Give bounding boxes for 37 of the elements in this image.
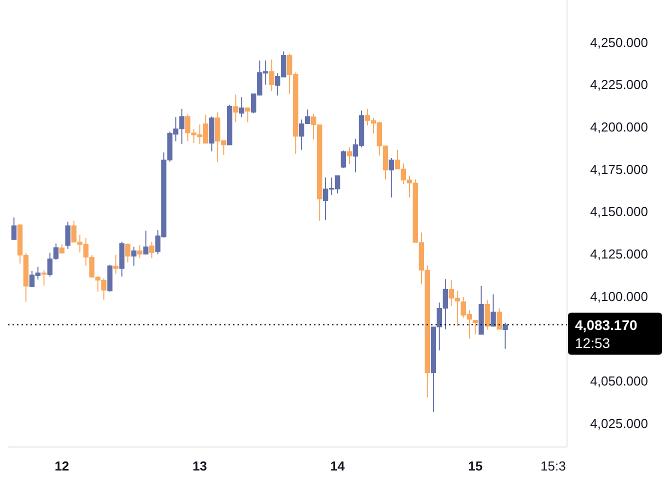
- candlestick: [143, 230, 148, 255]
- candlestick: [131, 246, 136, 266]
- y-tick-label: 4,025.000: [590, 416, 648, 431]
- candlestick: [484, 300, 490, 330]
- candlestick: [239, 96, 244, 118]
- candlestick: [472, 320, 478, 335]
- x-tick-label: 15: [468, 458, 483, 474]
- candlestick: [269, 58, 274, 92]
- x-tick-label: 15:3: [540, 458, 566, 474]
- y-tick-label: 4,200.000: [590, 119, 648, 134]
- y-tick-label: 4,125.000: [590, 246, 648, 262]
- candlestick: [41, 270, 47, 286]
- y-tick-label: 4,100.000: [590, 288, 648, 304]
- candlestick: [502, 322, 508, 350]
- candlestick: [11, 216, 17, 240]
- y-tick-label: 4,150.000: [590, 204, 648, 220]
- candlestick: [113, 254, 118, 274]
- candlestick: [490, 294, 496, 327]
- y-tick-label: 4,250.000: [590, 34, 648, 50]
- text: 12:53: [575, 334, 610, 351]
- candlestick: [137, 244, 142, 259]
- candlestick: [496, 308, 502, 330]
- ref-line-label: 4,083.170: [575, 316, 638, 333]
- y-tick-label: 4,225.000: [590, 77, 648, 92]
- candlestick: [233, 94, 238, 123]
- y-tick-label: 4,175.000: [590, 162, 648, 177]
- candlestick: [388, 157, 394, 198]
- candlestick: [346, 146, 352, 164]
- x-tick-label: 12: [54, 458, 70, 474]
- candlestick: [65, 221, 70, 250]
- candlestick: [125, 242, 130, 263]
- x-tick-label: 13: [192, 458, 207, 474]
- candlestick: [149, 241, 154, 259]
- candlestick: [340, 150, 346, 168]
- candlestick: [245, 107, 250, 123]
- x-tick-label: 14: [330, 458, 346, 474]
- y-tick-label: 4,050.000: [590, 373, 648, 388]
